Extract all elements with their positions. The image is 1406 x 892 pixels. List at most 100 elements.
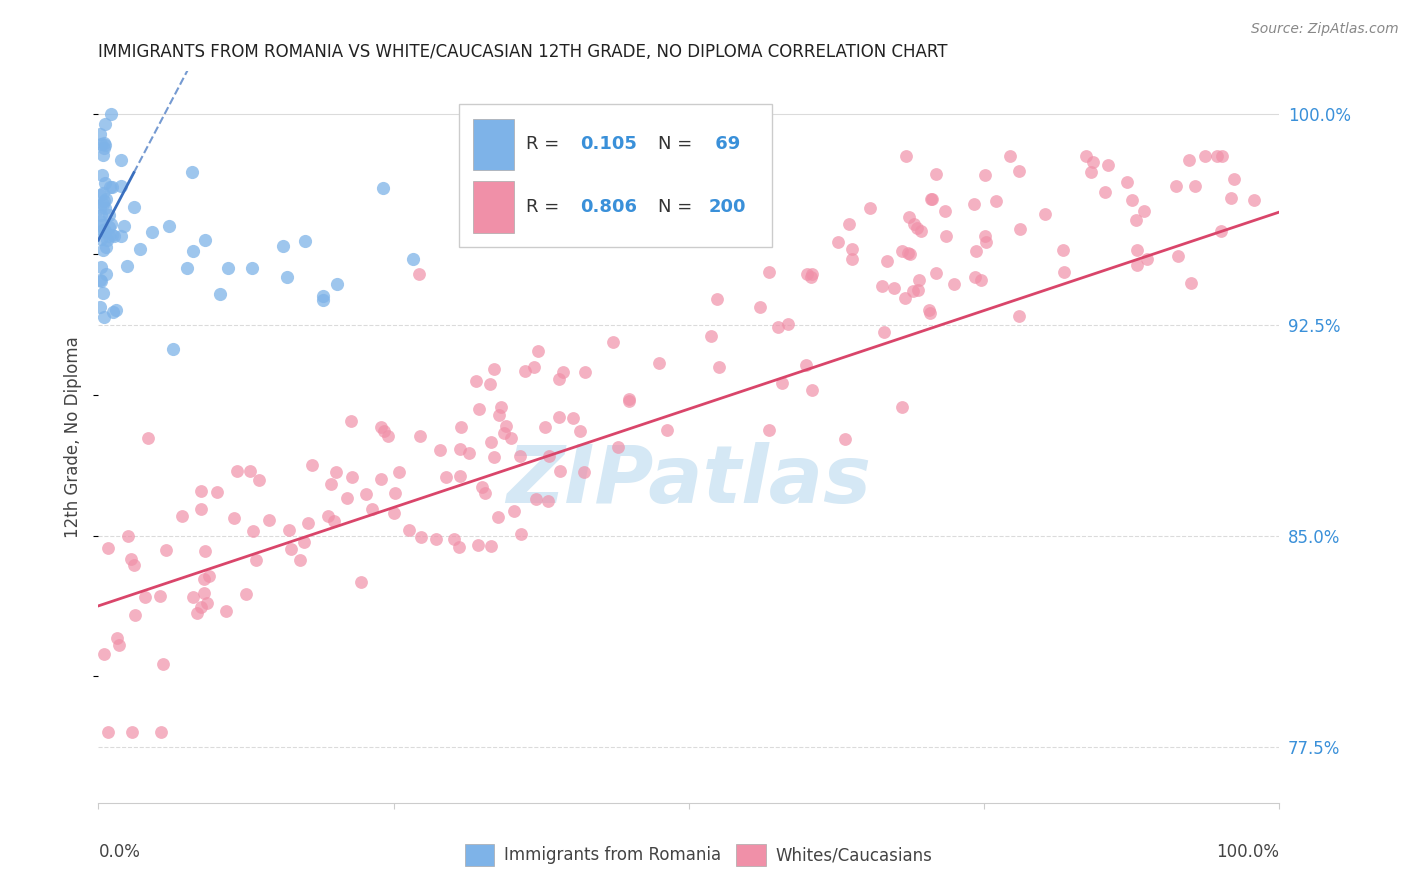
Point (872, 279, 894, 293)
Point (963, 197, 986, 211)
Point (572, 465, 595, 479)
Point (197, 596, 219, 610)
Point (321, 477, 343, 491)
Point (800, 383, 823, 397)
Point (90, 219, 112, 233)
Point (370, 420, 392, 434)
Point (224, 510, 246, 524)
Point (619, 392, 641, 406)
Point (217, 261, 239, 276)
Point (97, 228, 120, 243)
Point (411, 530, 433, 544)
Point (533, 419, 555, 434)
Point (194, 544, 217, 558)
Point (323, 514, 346, 528)
Point (93, 186, 115, 200)
Point (501, 431, 523, 445)
Point (101, 180, 124, 194)
Point (474, 485, 496, 500)
Point (89, 128, 111, 142)
Point (205, 485, 228, 500)
Point (100, 217, 122, 231)
Point (925, 167, 948, 181)
Point (973, 228, 995, 243)
Point (502, 504, 524, 518)
Point (1010, 221, 1032, 235)
Point (120, 551, 142, 566)
Point (94, 267, 117, 281)
Point (190, 483, 212, 498)
Point (509, 449, 531, 463)
Point (1008, 310, 1031, 324)
Point (561, 411, 583, 425)
Point (97, 541, 120, 555)
Point (1219, 191, 1241, 205)
Point (1000, 149, 1022, 163)
Point (443, 533, 465, 547)
Point (371, 181, 394, 195)
Point (240, 261, 263, 276)
Point (89, 202, 111, 216)
Point (1125, 212, 1147, 227)
Text: 0.0%: 0.0% (98, 843, 141, 861)
Point (402, 252, 425, 267)
Point (515, 364, 537, 378)
Point (548, 409, 571, 424)
Text: N =: N = (658, 136, 699, 153)
Point (894, 149, 917, 163)
Point (94, 240, 117, 254)
Point (110, 153, 132, 167)
Point (93, 141, 115, 155)
Point (122, 558, 145, 572)
Point (176, 261, 198, 276)
Point (479, 376, 502, 391)
Point (700, 329, 723, 343)
Text: Immigrants from Romania: Immigrants from Romania (503, 847, 721, 864)
Point (920, 192, 942, 206)
Point (569, 425, 592, 439)
Point (838, 217, 860, 231)
Point (655, 423, 678, 437)
Point (903, 217, 925, 231)
Point (1121, 193, 1143, 207)
Text: R =: R = (526, 198, 565, 216)
Point (1133, 204, 1156, 219)
Point (276, 269, 298, 284)
Text: R =: R = (526, 136, 565, 153)
Point (921, 193, 943, 207)
Point (1166, 179, 1188, 194)
Point (149, 589, 172, 603)
Point (89, 300, 111, 314)
Point (96, 233, 118, 247)
Point (1178, 153, 1201, 168)
Point (124, 608, 146, 623)
Point (245, 553, 267, 567)
Point (436, 469, 458, 483)
Point (873, 325, 896, 339)
Point (607, 440, 630, 454)
Point (316, 508, 339, 523)
Point (91, 168, 114, 182)
Point (149, 725, 172, 739)
Point (97, 725, 120, 739)
Point (194, 233, 217, 247)
Point (186, 606, 208, 620)
Point (93, 136, 115, 150)
Point (100, 227, 122, 242)
Point (758, 265, 780, 279)
Point (731, 214, 754, 228)
Point (311, 293, 333, 308)
Point (482, 450, 505, 464)
Point (973, 169, 995, 183)
Point (876, 254, 898, 268)
Point (602, 335, 624, 350)
Point (97, 208, 120, 222)
Point (841, 252, 863, 266)
Point (409, 428, 432, 442)
Point (1097, 158, 1119, 172)
Point (100, 106, 122, 120)
Text: IMMIGRANTS FROM ROMANIA VS WHITE/CAUCASIAN 12TH GRADE, NO DIPLOMA CORRELATION CH: IMMIGRANTS FROM ROMANIA VS WHITE/CAUCASI… (98, 44, 948, 62)
Point (891, 400, 914, 414)
Point (100, 179, 122, 194)
Point (112, 219, 135, 233)
